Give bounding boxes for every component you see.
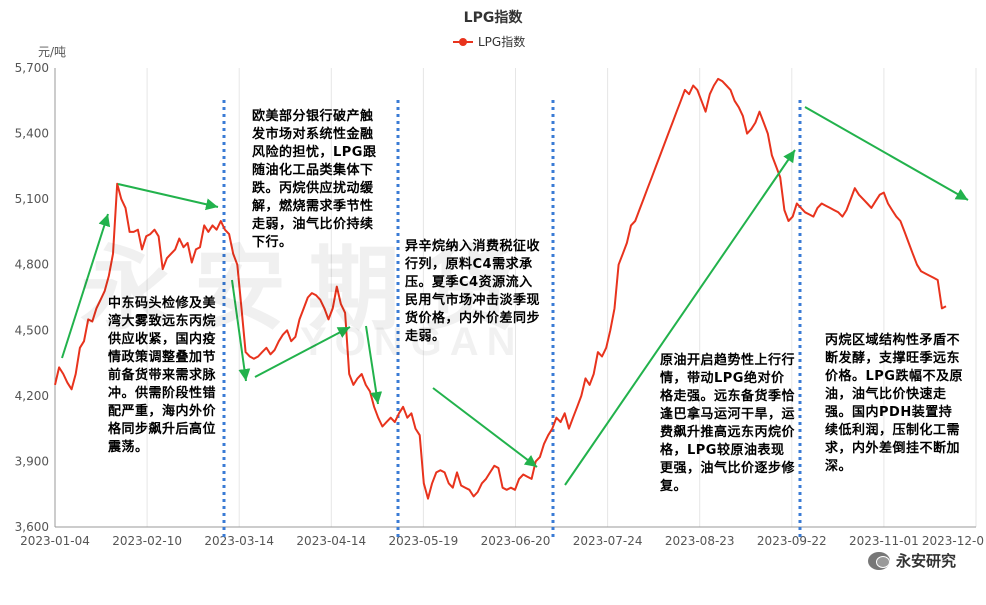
- wechat-icon: [867, 551, 890, 570]
- annotation-mar-apr: 欧美部分银行破产触发市场对系统性金融风险的担忧，LPG跟随油化工品类集体下跌。丙…: [252, 109, 377, 250]
- x-tick-label: 2023-02-10: [112, 534, 182, 548]
- trend-arrow: [231, 279, 251, 382]
- x-tick-label: 2023-12-0: [922, 534, 984, 548]
- watermark-en: YONGAN: [300, 320, 524, 364]
- y-tick-label: 3,600: [15, 520, 49, 534]
- y-tick-label: 5,400: [15, 127, 49, 141]
- trend-arrow: [117, 183, 219, 211]
- brand-logo: 永安研究: [867, 550, 956, 571]
- legend-label: LPG指数: [478, 34, 525, 49]
- y-tick-label: 5,700: [15, 61, 49, 75]
- x-tick-label: 2023-07-24: [573, 534, 643, 548]
- trend-arrows: [61, 106, 969, 486]
- trend-arrow: [365, 325, 383, 405]
- x-tick-label: 2023-05-19: [389, 534, 459, 548]
- series-line-lpg-index: [54, 77, 947, 500]
- x-tick-label: 2023-01-04: [20, 534, 90, 548]
- y-tick-label: 4,800: [15, 258, 49, 272]
- x-tick-label: 2023-09-22: [757, 534, 827, 548]
- y-tick-label: 4,200: [15, 389, 49, 403]
- x-tick-label: 2023-08-23: [665, 534, 735, 548]
- series-lpg-index: [54, 77, 947, 500]
- x-tick-label: 2023-11-01: [849, 534, 919, 548]
- x-tick-label: 2023-06-20: [481, 534, 551, 548]
- trend-arrow: [564, 149, 796, 486]
- watermark: 永安期货: [80, 236, 537, 343]
- y-axis-unit: 元/吨: [38, 45, 66, 59]
- legend[interactable]: LPG指数: [453, 34, 525, 49]
- trend-arrow: [804, 106, 969, 201]
- y-tick-label: 3,900: [15, 454, 49, 468]
- brand-name: 永安研究: [895, 552, 956, 570]
- annotation-jul-sep: 原油开启趋势性上行行情，带动LPG绝对价格走强。远东备货季恰逢巴拿马运河干旱，运…: [660, 353, 796, 494]
- annotation-may-jun: 异辛烷纳入消费税征收行列，原料C4需求承压。夏季C4资源流入民用气市场冲击淡季现…: [405, 239, 541, 344]
- annotation-oct-dec: 丙烷区域结构性矛盾不断发酵，支撑旺季远东价格。LPG跌幅不及原油，油气比价快速走…: [825, 333, 963, 474]
- y-tick-label: 4,500: [15, 323, 49, 337]
- y-tick-label: 5,100: [15, 192, 49, 206]
- x-tick-label: 2023-03-14: [204, 534, 274, 548]
- annotation-jan-feb: 中东码头检修及美湾大雾致远东丙烷供应收紧，国内疫情政策调整叠加节前备货带来需求脉…: [108, 296, 217, 455]
- chart-title: LPG指数: [464, 9, 524, 26]
- axes: 3,600 3,900 4,200 4,500 4,800 5,100 5,400 5,700…: [15, 61, 984, 548]
- trend-arrow: [432, 387, 538, 468]
- trend-arrow: [61, 213, 111, 359]
- trend-arrow: [254, 326, 351, 378]
- legend-dot-marker: [459, 38, 467, 46]
- period-separators: [222, 100, 802, 540]
- x-tick-label: 2023-04-14: [296, 534, 366, 548]
